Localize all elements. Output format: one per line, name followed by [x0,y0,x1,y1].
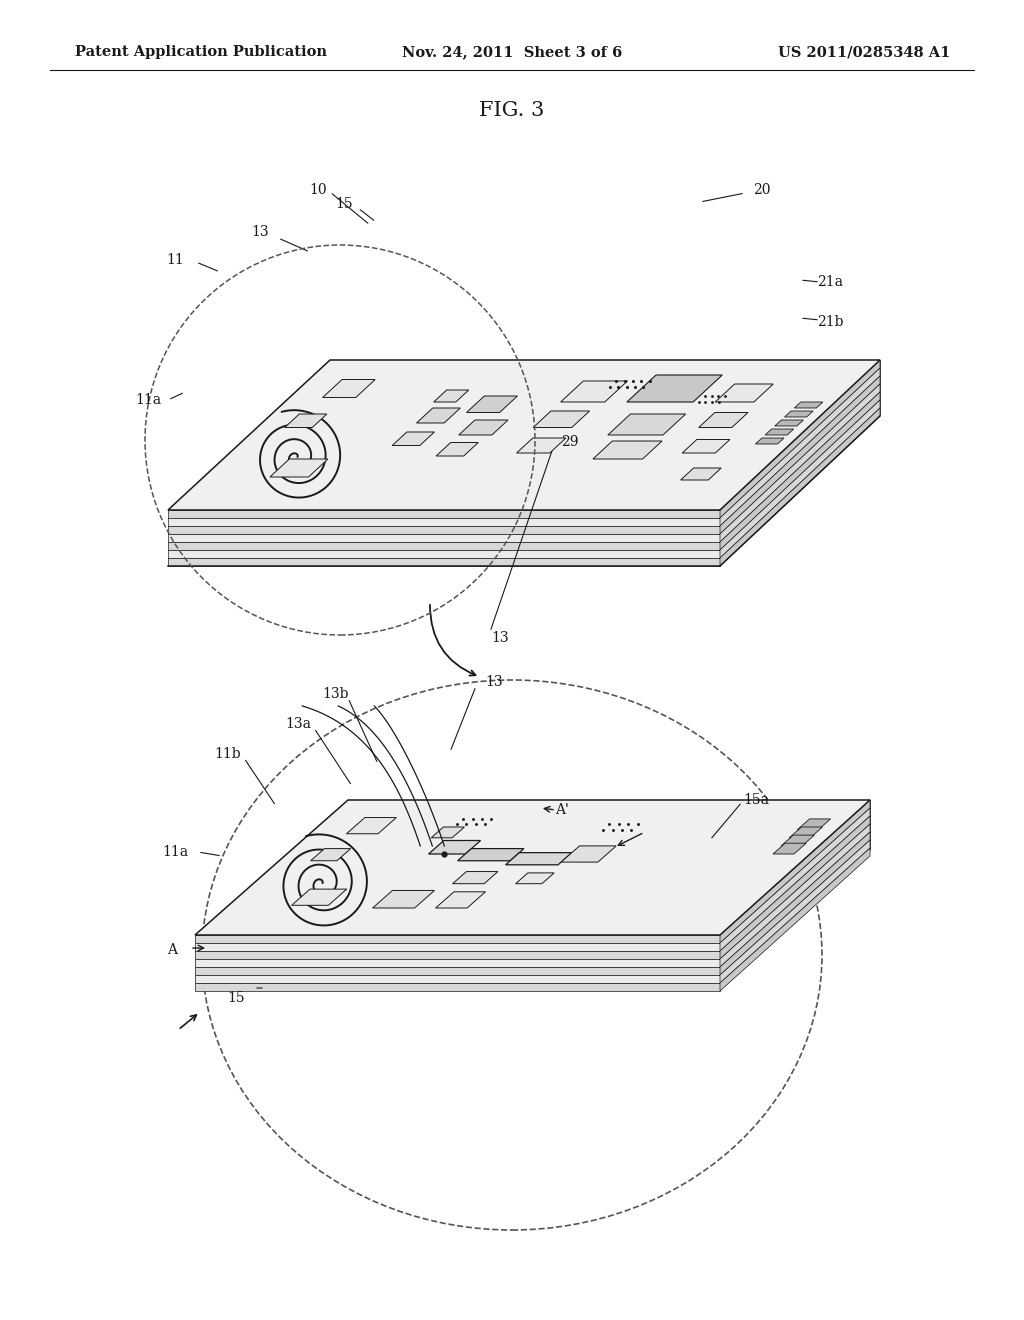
Polygon shape [168,517,720,525]
Text: US 2011/0285348 A1: US 2011/0285348 A1 [777,45,950,59]
Polygon shape [720,360,880,517]
Text: FIG. 3: FIG. 3 [479,100,545,120]
Polygon shape [467,396,517,412]
Polygon shape [720,847,870,991]
Polygon shape [458,849,524,861]
Polygon shape [429,841,480,854]
Text: 11: 11 [166,253,184,267]
Polygon shape [168,525,720,535]
Text: A: A [167,942,177,957]
Text: 21a: 21a [817,275,843,289]
Polygon shape [784,411,813,417]
Polygon shape [168,543,720,550]
Polygon shape [195,800,870,935]
Polygon shape [168,558,720,566]
Polygon shape [534,411,590,428]
Polygon shape [435,892,485,908]
Polygon shape [436,442,478,455]
Polygon shape [756,438,784,444]
Text: 13: 13 [485,675,503,689]
Polygon shape [795,403,823,408]
Text: 15: 15 [335,197,353,211]
Polygon shape [195,935,720,942]
Polygon shape [720,824,870,968]
Polygon shape [168,535,720,543]
Text: 13: 13 [492,631,509,645]
Polygon shape [720,408,880,566]
Polygon shape [392,432,434,446]
Polygon shape [720,376,880,535]
Polygon shape [798,818,830,830]
Polygon shape [720,392,880,550]
Polygon shape [720,400,880,558]
Polygon shape [790,828,822,838]
Polygon shape [292,890,347,906]
Polygon shape [516,873,554,883]
Polygon shape [773,843,806,854]
Polygon shape [781,836,814,846]
Polygon shape [195,942,720,950]
Polygon shape [765,429,794,436]
Polygon shape [698,412,748,428]
Text: 10: 10 [309,183,327,197]
Polygon shape [720,384,880,543]
Text: 29: 29 [561,436,579,449]
Polygon shape [195,975,720,983]
Text: 13a: 13a [285,717,311,731]
Text: 13: 13 [251,224,269,239]
Polygon shape [195,960,720,968]
Polygon shape [775,420,804,426]
Polygon shape [720,800,870,985]
Polygon shape [516,438,566,453]
Polygon shape [195,968,720,975]
Text: 11a: 11a [135,393,161,407]
Polygon shape [310,849,350,861]
Text: 15a: 15a [743,793,769,807]
Polygon shape [506,853,571,865]
Text: 21b: 21b [817,315,843,329]
Text: 13b: 13b [323,686,349,701]
Polygon shape [417,408,461,422]
Polygon shape [720,360,880,565]
Polygon shape [561,846,616,862]
Text: 15: 15 [227,991,245,1005]
Polygon shape [720,832,870,975]
Polygon shape [715,384,773,403]
Polygon shape [168,360,880,510]
Text: 20: 20 [754,183,771,197]
Polygon shape [323,380,375,397]
Polygon shape [627,375,722,403]
Polygon shape [434,389,469,403]
Text: Patent Application Publication: Patent Application Publication [75,45,327,59]
Polygon shape [195,950,720,960]
Polygon shape [168,550,720,558]
Polygon shape [453,871,498,883]
Polygon shape [608,414,686,436]
Polygon shape [285,414,327,428]
Polygon shape [373,891,434,908]
Text: 11b: 11b [215,747,242,762]
Polygon shape [593,441,663,459]
Polygon shape [459,420,508,436]
Polygon shape [720,800,870,942]
Polygon shape [346,817,396,834]
Polygon shape [195,983,720,991]
Polygon shape [561,381,628,403]
Polygon shape [720,816,870,960]
Polygon shape [720,840,870,983]
Polygon shape [682,440,730,453]
Polygon shape [720,368,880,525]
Text: 11a: 11a [162,845,188,859]
Text: A': A' [555,803,569,817]
Text: Nov. 24, 2011  Sheet 3 of 6: Nov. 24, 2011 Sheet 3 of 6 [401,45,623,59]
Polygon shape [168,510,720,517]
Polygon shape [270,459,328,477]
Polygon shape [720,808,870,950]
Polygon shape [431,828,465,838]
Polygon shape [681,469,721,480]
